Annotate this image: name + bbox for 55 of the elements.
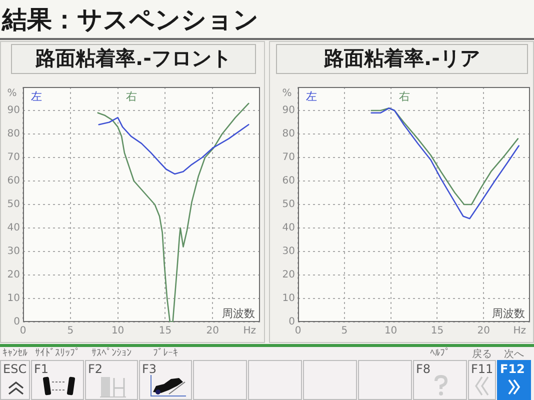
text: ｻｽﾍﾟﾝｼｮﾝ	[90, 347, 132, 359]
chart-title: 路面粘着率.-フロント	[11, 44, 256, 74]
y-tick-label: 30	[7, 246, 20, 258]
text: ｻｲﾄﾞｽﾘｯﾌﾟ	[35, 348, 80, 359]
x-tick-label: 20	[206, 326, 219, 337]
y-tick-label: 70	[282, 152, 295, 164]
text: 結果：サスペンション	[2, 4, 259, 36]
key-button: F3	[139, 360, 192, 400]
y-tick-label: 40	[7, 222, 20, 234]
x-tick-label: 20	[477, 326, 490, 337]
text: Hz	[513, 326, 526, 337]
x-axis-title: 周波数	[222, 307, 255, 320]
key-button: F8	[413, 360, 467, 400]
y-tick-label: 0	[14, 316, 20, 328]
y-tick-label: 0	[288, 316, 295, 328]
key-button: F12	[497, 360, 531, 400]
series-label: 右	[398, 90, 410, 103]
x-tick-label: 5	[67, 326, 74, 337]
text: 左	[31, 90, 42, 103]
key-button: F1	[31, 360, 84, 400]
y-tick-label: 50	[282, 199, 295, 210]
y-tick-label: 50	[7, 199, 20, 210]
y-tick-label: 80	[7, 128, 20, 140]
x-tick-label: 10	[111, 326, 124, 337]
y-tick-label: 60	[7, 176, 20, 187]
text: ﾌﾞﾚｰｷ	[152, 347, 179, 359]
series-label: 右	[126, 90, 137, 103]
y-tick-label: 30	[282, 246, 295, 258]
text: 次へ	[503, 348, 525, 360]
y-tick-label: 10	[282, 293, 295, 304]
y-tick-label: 80	[282, 128, 295, 140]
y-tick-label: 70	[7, 152, 20, 164]
x-tick-label: 15	[158, 326, 172, 337]
y-axis-title: %	[282, 88, 292, 99]
text: 戻る	[471, 348, 493, 360]
y-tick-label: 60	[282, 176, 295, 187]
x-tick-label: 10	[384, 326, 398, 337]
key-button: F11	[468, 360, 496, 400]
text: ｷｬﾝｾﾙ	[2, 347, 28, 359]
y-axis-title: %	[7, 88, 17, 99]
text: 左	[306, 90, 317, 103]
y-tick-label: 20	[282, 270, 295, 281]
chart-title: 路面粘着率.-リア	[276, 44, 528, 74]
x-tick-label: 15	[430, 326, 444, 337]
y-tick-label: 90	[7, 105, 20, 116]
text: ﾍﾙﾌﾟ	[429, 347, 451, 359]
x-tick-label: 5	[341, 326, 348, 337]
x-axis-title: 周波数	[492, 307, 525, 320]
key-button: F2	[85, 360, 138, 400]
key-button: ESC	[0, 360, 30, 400]
y-tick-label: 10	[7, 293, 20, 304]
y-tick-label: 20	[7, 270, 20, 281]
y-tick-label: 40	[282, 222, 295, 234]
text: Hz	[243, 326, 256, 337]
y-tick-label: 90	[282, 105, 295, 116]
